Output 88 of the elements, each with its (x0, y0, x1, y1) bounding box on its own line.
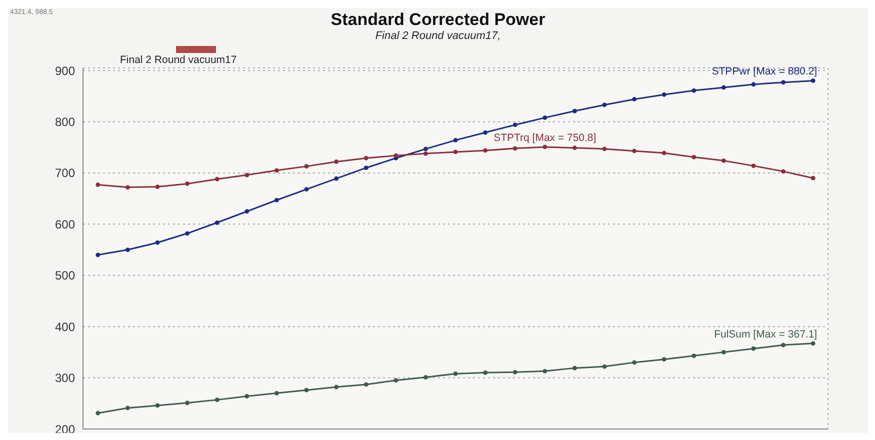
y-tick-label: 500 (54, 268, 76, 283)
point (364, 156, 368, 160)
y-tick-label: 600 (54, 217, 76, 232)
point (185, 400, 190, 406)
point (632, 148, 636, 154)
point (214, 176, 220, 182)
point (781, 169, 786, 174)
point (96, 252, 100, 258)
point (662, 150, 666, 156)
point (751, 164, 756, 168)
point (334, 160, 338, 164)
point (304, 164, 309, 169)
point (483, 148, 488, 153)
point (424, 375, 428, 380)
series-label: STPTrq [Max = 750.8] (494, 132, 596, 144)
point (274, 168, 279, 173)
point (96, 182, 100, 187)
point (692, 354, 696, 358)
point (781, 342, 786, 348)
y-tick-label: 700 (54, 166, 76, 180)
point (185, 231, 190, 236)
point (512, 122, 518, 128)
point (810, 78, 816, 83)
point (304, 187, 309, 192)
point (155, 403, 160, 408)
point (334, 384, 338, 390)
point (692, 154, 696, 160)
point (662, 92, 666, 97)
series-label: STPPwr [Max = 880.2] (712, 66, 818, 78)
y-tick-label: 900 (54, 64, 76, 78)
point (512, 370, 518, 374)
chart-subtitle: Final 2 Round vacuum17, (374, 30, 502, 42)
point (364, 382, 368, 387)
point (424, 151, 428, 156)
point (602, 364, 607, 369)
point (155, 184, 160, 189)
point (453, 138, 458, 142)
point (810, 341, 816, 346)
point (274, 198, 279, 202)
chart-title: Standard Corrected Power (330, 10, 546, 29)
point (304, 388, 309, 392)
series-label: FulSum [Max = 367.1] (714, 328, 818, 340)
point (96, 410, 100, 416)
point (542, 115, 548, 120)
point (453, 150, 458, 154)
point (244, 172, 250, 178)
point (781, 80, 786, 85)
point (662, 357, 666, 362)
point (512, 146, 518, 151)
point (126, 406, 130, 410)
point (244, 394, 250, 398)
point (542, 368, 548, 374)
point (751, 82, 756, 87)
point (722, 158, 726, 163)
point (722, 85, 726, 90)
point (542, 144, 548, 150)
point (244, 209, 250, 214)
point (424, 146, 428, 152)
point (572, 108, 577, 114)
point (602, 146, 607, 152)
point (722, 350, 726, 354)
y-tick-label: 800 (54, 115, 76, 130)
point (394, 378, 398, 383)
point (334, 176, 338, 181)
point (602, 102, 607, 108)
point (572, 366, 577, 370)
point (214, 398, 220, 402)
point (126, 185, 130, 190)
point (751, 346, 756, 351)
y-tick-label: 400 (54, 320, 76, 334)
point (185, 182, 190, 186)
point (394, 153, 398, 158)
point (483, 370, 488, 375)
point (214, 220, 220, 225)
point (692, 88, 696, 93)
y-tick-label: 300 (54, 371, 76, 386)
point (632, 97, 636, 102)
point (572, 146, 577, 150)
point (810, 176, 816, 180)
point (364, 166, 368, 170)
legend-title: Final 2 Round vacuum17 (120, 54, 237, 66)
y-tick-label: 200 (54, 422, 76, 436)
point (483, 130, 488, 135)
point (274, 390, 279, 396)
point (632, 360, 636, 365)
point (126, 248, 130, 252)
point (453, 372, 458, 376)
point (155, 240, 160, 245)
